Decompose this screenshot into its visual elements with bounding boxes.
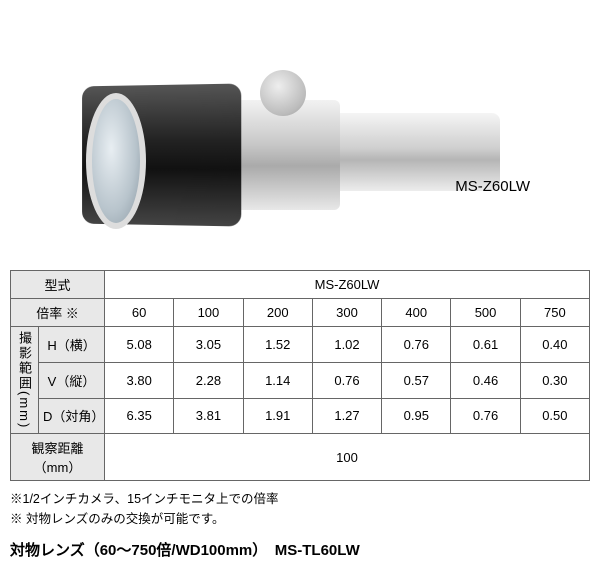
val-cell: 0.40 xyxy=(520,327,589,363)
v-label: V（縦） xyxy=(39,362,105,398)
val-cell: 3.05 xyxy=(174,327,243,363)
mag-cell: 750 xyxy=(520,299,589,327)
val-cell: 1.91 xyxy=(243,398,312,434)
val-cell: 1.02 xyxy=(312,327,381,363)
val-cell: 2.28 xyxy=(174,362,243,398)
val-cell: 1.14 xyxy=(243,362,312,398)
val-cell: 1.52 xyxy=(243,327,312,363)
table-row: 観察距離（mm） 100 xyxy=(11,434,590,481)
footnote-line: ※1/2インチカメラ、15インチモニタ上での倍率 xyxy=(10,489,590,509)
val-cell: 0.95 xyxy=(382,398,451,434)
table-row: 倍率 ※ 60 100 200 300 400 500 750 xyxy=(11,299,590,327)
table-row: 型式 MS-Z60LW xyxy=(11,271,590,299)
val-cell: 0.57 xyxy=(382,362,451,398)
mag-cell: 500 xyxy=(451,299,520,327)
model-value: MS-Z60LW xyxy=(105,271,590,299)
footnote-line: ※ 対物レンズのみの交換が可能です。 xyxy=(10,509,590,529)
footnotes: ※1/2インチカメラ、15インチモニタ上での倍率 ※ 対物レンズのみの交換が可能… xyxy=(10,489,590,529)
val-cell: 3.81 xyxy=(174,398,243,434)
product-model-label: MS-Z60LW xyxy=(455,178,530,195)
range-group-head: 撮影範囲(mm) xyxy=(11,327,39,434)
objective-lens-line: 対物レンズ（60～750倍/WD100mm） MS-TL60LW xyxy=(10,539,590,560)
val-cell: 5.08 xyxy=(105,327,174,363)
val-cell: 0.46 xyxy=(451,362,520,398)
val-cell: 0.76 xyxy=(451,398,520,434)
val-cell: 0.76 xyxy=(382,327,451,363)
val-cell: 3.80 xyxy=(105,362,174,398)
table-row: D（対角） 6.35 3.81 1.91 1.27 0.95 0.76 0.50 xyxy=(11,398,590,434)
product-image-area: MS-Z60LW xyxy=(10,10,590,260)
mag-cell: 300 xyxy=(312,299,381,327)
mag-cell: 100 xyxy=(174,299,243,327)
obs-distance-value: 100 xyxy=(105,434,590,481)
mag-cell: 60 xyxy=(105,299,174,327)
head-model: 型式 xyxy=(11,271,105,299)
val-cell: 0.30 xyxy=(520,362,589,398)
lens-illustration xyxy=(80,75,500,195)
mag-cell: 400 xyxy=(382,299,451,327)
val-cell: 6.35 xyxy=(105,398,174,434)
spec-table: 型式 MS-Z60LW 倍率 ※ 60 100 200 300 400 500 … xyxy=(10,270,590,481)
table-row: V（縦） 3.80 2.28 1.14 0.76 0.57 0.46 0.30 xyxy=(11,362,590,398)
d-label: D（対角） xyxy=(39,398,105,434)
h-label: H（横） xyxy=(39,327,105,363)
obs-distance-label: 観察距離（mm） xyxy=(11,434,105,481)
product-illustration xyxy=(70,30,510,240)
head-magnification: 倍率 ※ xyxy=(11,299,105,327)
mag-cell: 200 xyxy=(243,299,312,327)
val-cell: 0.76 xyxy=(312,362,381,398)
val-cell: 0.50 xyxy=(520,398,589,434)
val-cell: 1.27 xyxy=(312,398,381,434)
val-cell: 0.61 xyxy=(451,327,520,363)
table-row: 撮影範囲(mm) H（横） 5.08 3.05 1.52 1.02 0.76 0… xyxy=(11,327,590,363)
